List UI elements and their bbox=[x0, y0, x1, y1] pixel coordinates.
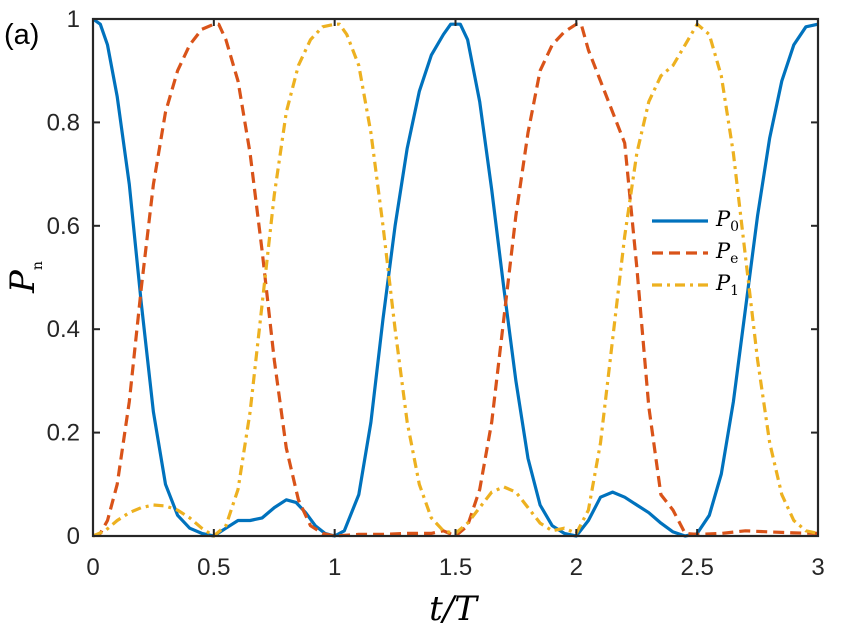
y-tick-label: 0.4 bbox=[47, 316, 80, 343]
x-tick-label: 3 bbox=[811, 554, 824, 581]
x-tick-label: 2 bbox=[570, 554, 583, 581]
tick-labels: 0 0.5 1 1.5 2 2.5 3 0 0.2 0.4 0.6 0.8 1 bbox=[47, 6, 825, 581]
y-tick-label: 1 bbox=[67, 6, 80, 33]
x-tick-label: 1 bbox=[328, 554, 341, 581]
x-axis-title: t/T bbox=[429, 589, 479, 629]
y-tick-label: 0.8 bbox=[47, 109, 80, 136]
series-line-2 bbox=[92, 22, 819, 538]
legend-label: P0 bbox=[715, 207, 739, 235]
x-tick-label: 0.5 bbox=[197, 554, 230, 581]
legend: P0 Pe P1 bbox=[652, 207, 739, 299]
series-line-3 bbox=[92, 22, 819, 538]
legend-label: P1 bbox=[715, 271, 739, 299]
legend-label: Pe bbox=[715, 239, 738, 267]
x-tick-label: 1.5 bbox=[439, 554, 472, 581]
y-tick-label: 0 bbox=[67, 523, 80, 550]
y-tick-label: 0.6 bbox=[47, 213, 80, 240]
y-axis-title: Pn bbox=[3, 261, 46, 294]
y-tick-label: 0.2 bbox=[47, 420, 80, 447]
y-axis-subscript: n bbox=[30, 261, 46, 270]
panel-label: (a) bbox=[4, 19, 39, 51]
series-line-1 bbox=[92, 17, 819, 538]
axes-box bbox=[91, 17, 820, 538]
plot-lines bbox=[92, 17, 819, 538]
x-tick-label: 0 bbox=[86, 554, 99, 581]
x-tick-label: 2.5 bbox=[680, 554, 713, 581]
axis-ticks bbox=[92, 18, 819, 537]
